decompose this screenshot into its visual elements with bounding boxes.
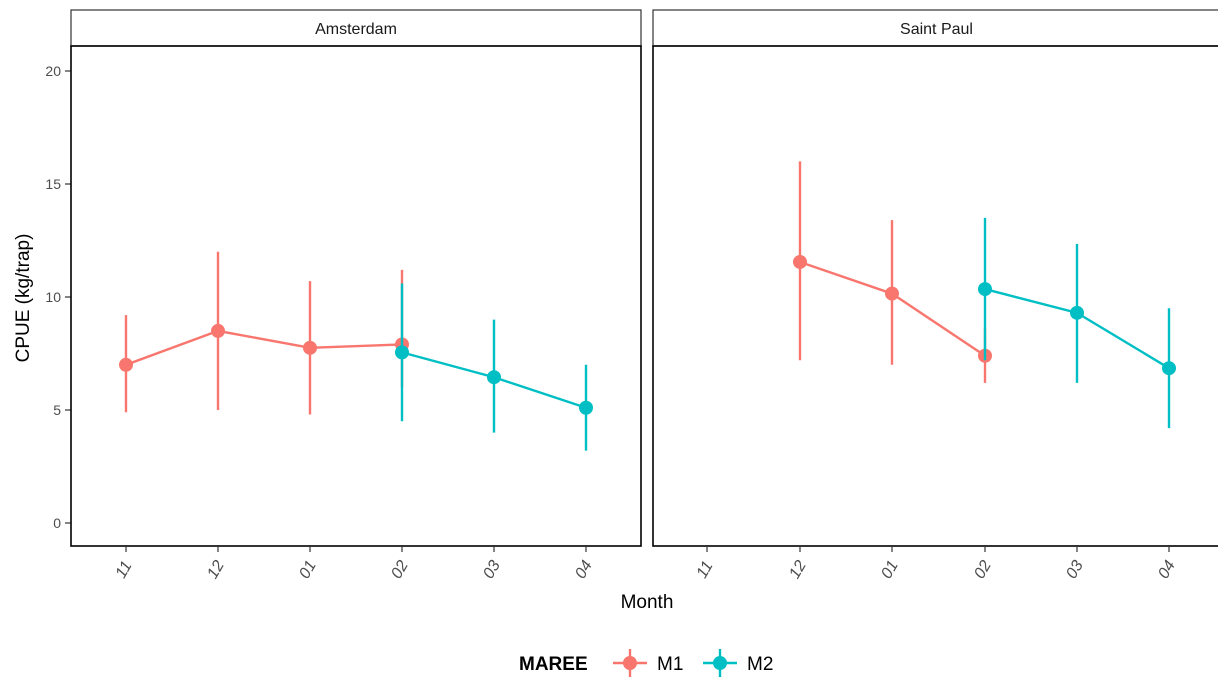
data-point — [303, 340, 317, 355]
data-point — [487, 370, 501, 385]
legend: MAREE M1 M2 — [519, 649, 773, 677]
x-tick-label: 11 — [113, 558, 136, 581]
legend-key-point — [713, 656, 727, 670]
facet-strip-label: Amsterdam — [315, 21, 397, 38]
legend-title: MAREE — [519, 654, 588, 675]
x-tick-label: 01 — [878, 558, 902, 582]
x-tick-label: 03 — [1063, 558, 1087, 582]
facet-strip-label: Saint Paul — [900, 21, 973, 38]
legend-label: M2 — [747, 654, 773, 675]
x-axis-title: Month — [621, 592, 674, 613]
series-m1 — [119, 251, 409, 415]
data-point — [395, 345, 409, 360]
data-point — [978, 282, 992, 297]
facet-strip — [70, 9, 642, 47]
x-tick-label: 04 — [572, 558, 596, 582]
series-line — [125, 329, 403, 366]
panel-border — [70, 45, 642, 547]
data-point — [793, 254, 807, 269]
series-m1 — [793, 161, 992, 383]
x-tick-label: 12 — [204, 558, 228, 582]
y-tick-label: 0 — [53, 515, 61, 531]
facet-panel-saint-paul: Saint Paul 11 12 01 02 03 04 — [652, 9, 1218, 582]
y-axis-title: CPUE (kg/trap) — [13, 234, 34, 363]
y-tick-label: 20 — [45, 63, 61, 79]
data-point — [1162, 361, 1176, 376]
x-tick-label: 01 — [296, 558, 320, 582]
data-point — [1070, 305, 1084, 320]
panel-border — [652, 45, 1218, 547]
y-tick-label: 15 — [45, 176, 61, 192]
facet-panel-amsterdam: Amsterdam 11 12 01 02 03 04 — [70, 9, 642, 582]
legend-label: M1 — [657, 654, 683, 675]
data-point — [119, 357, 133, 372]
x-tick-label: 12 — [786, 558, 810, 582]
series-m2 — [395, 283, 593, 451]
x-tick-label: 03 — [480, 558, 504, 582]
x-tick-label: 11 — [694, 558, 717, 581]
y-tick-label: 10 — [45, 289, 61, 305]
series-m2 — [978, 217, 1176, 429]
x-tick-label: 04 — [1155, 558, 1179, 582]
data-point — [579, 400, 593, 415]
y-tick-label: 5 — [53, 402, 61, 418]
legend-key-point — [623, 656, 637, 670]
x-tick-label: 02 — [388, 558, 412, 582]
data-point — [211, 323, 225, 338]
x-tick-label: 02 — [971, 558, 995, 582]
data-point — [885, 286, 899, 301]
